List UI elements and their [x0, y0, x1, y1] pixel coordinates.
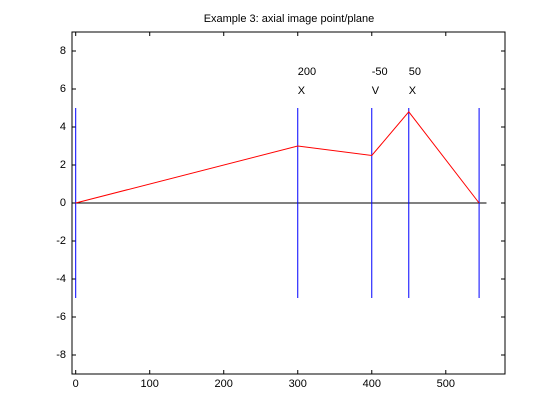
y-tick-label: 6 [60, 83, 66, 95]
x-tick-label: 300 [289, 378, 307, 390]
x-tick-label: 100 [141, 378, 159, 390]
annotation: V [372, 85, 380, 97]
x-tick-label: 0 [73, 378, 79, 390]
y-tick-label: 4 [60, 121, 66, 133]
annotation: -50 [372, 66, 388, 78]
series-line [75, 111, 480, 204]
annotation: 50 [409, 66, 421, 78]
annotation: 200 [298, 66, 316, 78]
y-tick-label: -6 [56, 311, 66, 323]
annotation: X [409, 85, 417, 97]
x-tick-label: 200 [215, 378, 233, 390]
y-tick-label: -8 [56, 349, 66, 361]
chart-title: Example 3: axial image point/plane [204, 13, 375, 25]
y-tick-label: -4 [56, 273, 66, 285]
x-tick-label: 500 [437, 378, 455, 390]
annotation: X [298, 85, 306, 97]
y-tick-label: 0 [60, 197, 66, 209]
y-tick-label: 2 [60, 159, 66, 171]
x-tick-label: 400 [363, 378, 381, 390]
y-tick-label: -2 [56, 235, 66, 247]
y-tick-label: 8 [60, 45, 66, 57]
